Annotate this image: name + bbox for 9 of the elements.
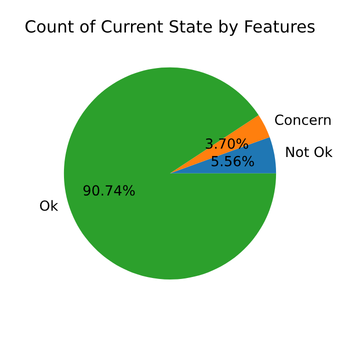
slice-label: Concern (275, 114, 331, 126)
slice-label: Not Ok (286, 146, 333, 158)
pie-slice (64, 67, 276, 280)
slice-label: Ok (40, 200, 58, 211)
pie-slice (170, 115, 270, 174)
data-label: 90.74% (83, 185, 135, 196)
chart-title: Count of Current State by Features (26, 20, 315, 36)
data-label: 5.56% (212, 156, 254, 166)
pie-slice (170, 137, 276, 174)
